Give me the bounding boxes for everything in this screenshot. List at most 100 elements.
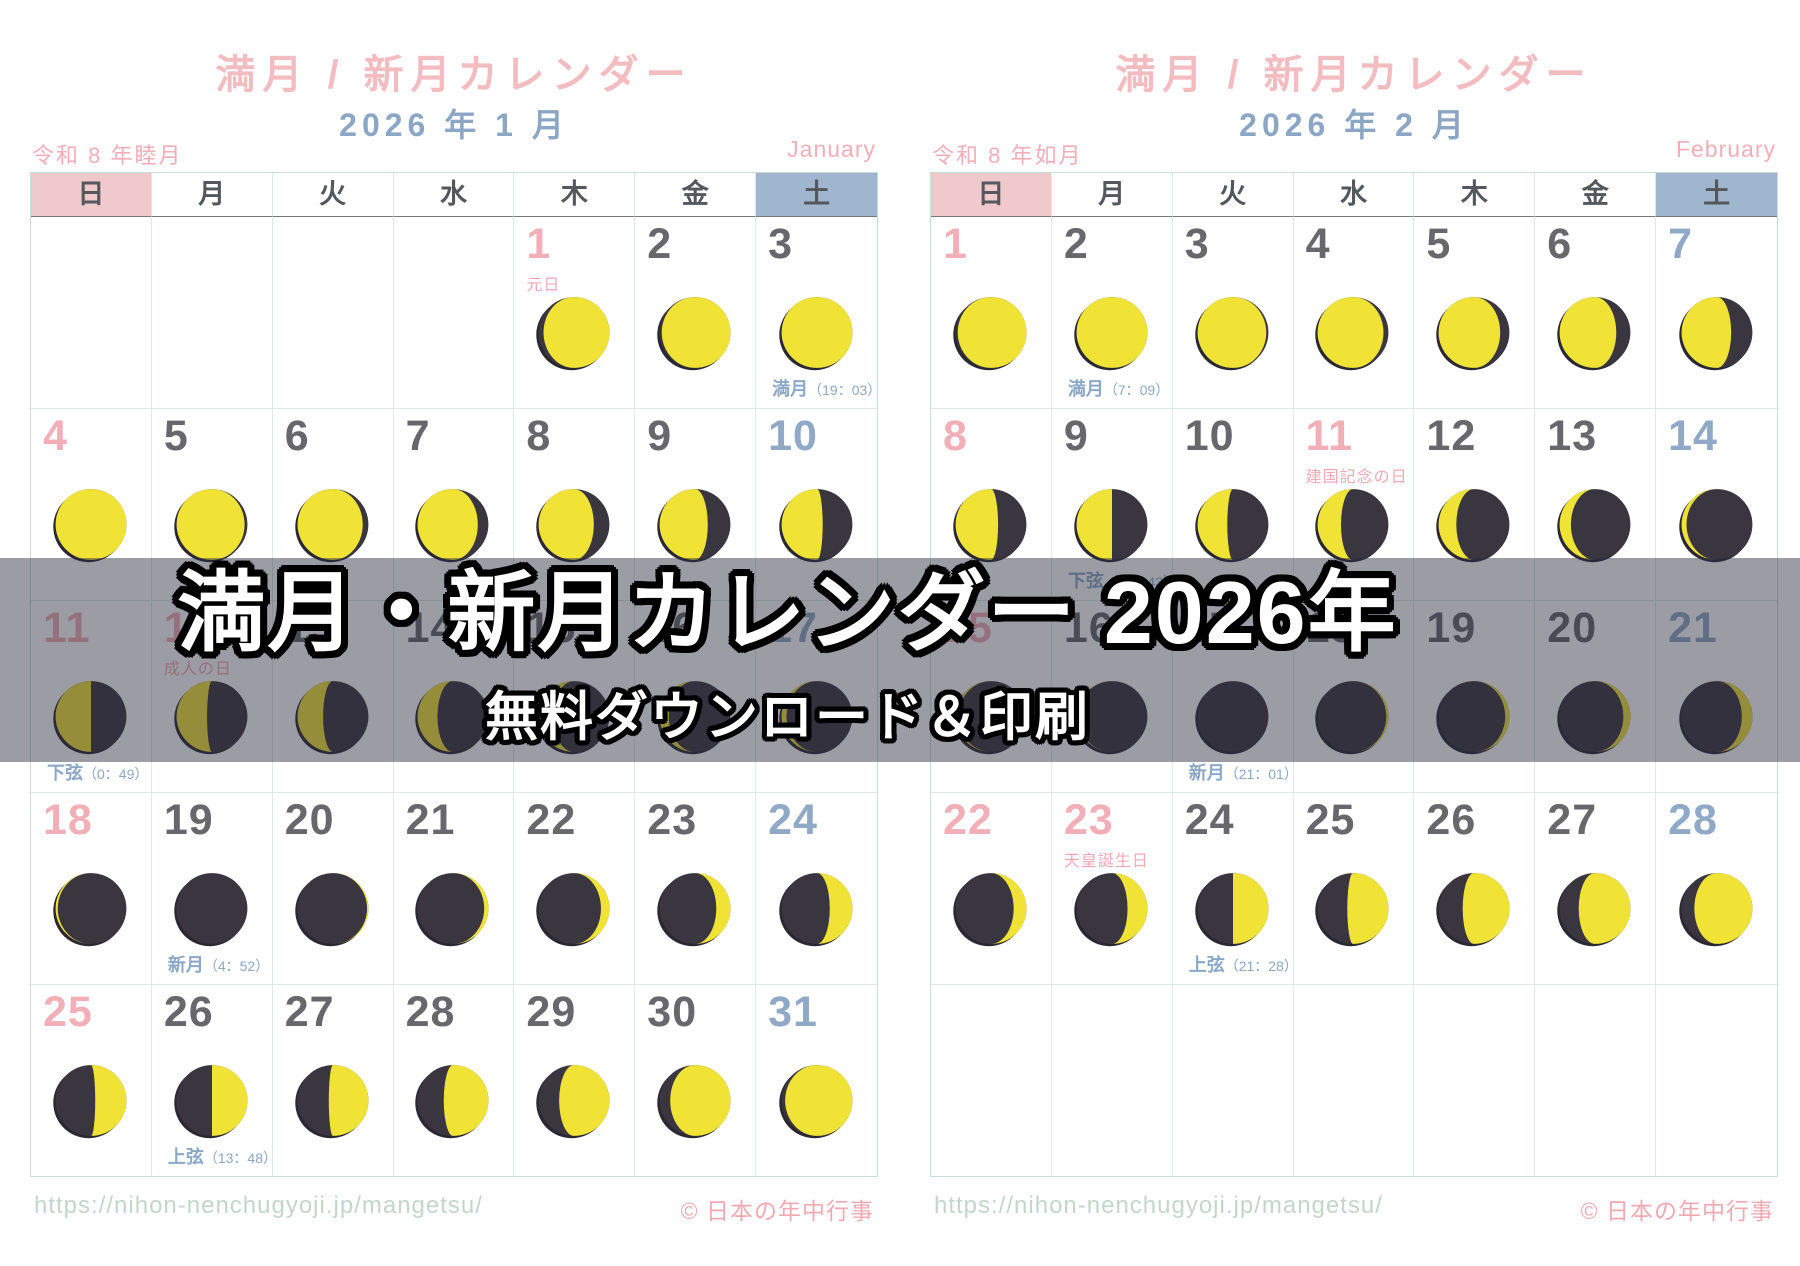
day-number: 24 xyxy=(768,796,818,844)
day-cell-19: 19 新月（4：52） xyxy=(151,793,273,985)
moon-phase-icon xyxy=(1557,297,1631,371)
weekday-header-3: 水 xyxy=(393,173,515,217)
calendar-week-row: 1 元日 2 3 満月（19：03） xyxy=(31,217,881,409)
day-cell-10: 10 xyxy=(1172,409,1294,601)
day-number: 3 xyxy=(1184,220,1210,268)
day-number: 1 xyxy=(943,220,968,268)
day-cell-28: 28 xyxy=(394,985,515,1176)
day-cell-25: 25 xyxy=(31,985,152,1176)
moon-phase-icon xyxy=(1315,873,1389,947)
day-number: 30 xyxy=(647,988,698,1036)
moon-phase-icon xyxy=(174,1065,248,1139)
empty-day-cell xyxy=(1656,985,1777,1176)
empty-day-cell xyxy=(1535,985,1657,1176)
day-cell-17: 17 xyxy=(756,601,877,793)
moon-phase-icon xyxy=(1436,489,1510,563)
day-number: 26 xyxy=(163,988,214,1036)
moon-phase-note: 下弦（0：49） xyxy=(47,763,149,783)
moon-phase-icon xyxy=(294,873,369,947)
day-cell-16: 16 xyxy=(1051,601,1173,793)
calendar-grid: 日月火水木金土 1 元日 2 3 満月（19：03） 4 5 6 7 8 9 10 11 下弦（0：49） 1… xyxy=(30,172,881,1177)
moon-phase-icon xyxy=(174,681,248,755)
moon-phase-icon xyxy=(294,681,369,755)
day-number: 14 xyxy=(405,604,456,652)
moon-phase-icon xyxy=(536,1065,610,1139)
moon-phase-time: （7：09） xyxy=(1103,382,1170,398)
day-cell-27: 27 xyxy=(1535,793,1657,985)
moon-phase-icon xyxy=(294,1065,369,1139)
moon-phase-icon xyxy=(415,873,489,947)
day-number: 16 xyxy=(647,604,698,652)
weekday-header-6: 土 xyxy=(756,173,877,217)
day-cell-24: 24 上弦（21：28） xyxy=(1172,793,1298,985)
day-cell-21: 21 xyxy=(1656,601,1777,793)
day-cell-13: 13 xyxy=(272,601,394,793)
empty-day-cell xyxy=(272,217,394,409)
moon-phase-icon xyxy=(953,681,1027,755)
moon-phase-icon xyxy=(778,1065,852,1139)
calendar-week-row: 4 5 6 7 8 9 10 xyxy=(31,409,877,601)
moon-phase-time: （21：28） xyxy=(1224,958,1298,974)
moon-phase-icon xyxy=(1678,297,1752,371)
day-cell-2: 2 xyxy=(635,217,757,409)
day-number: 28 xyxy=(1668,796,1718,844)
day-number: 8 xyxy=(943,412,968,460)
calendar-week-row: 15 16 17 新月（21：01） 18 19 20 21 xyxy=(931,601,1777,793)
day-cell-20: 20 xyxy=(1535,601,1657,793)
calendar-era-label: 令和 8 年如月 xyxy=(932,143,1083,168)
moon-phase-icon xyxy=(1557,873,1631,947)
day-number: 23 xyxy=(647,796,698,844)
calendar-february: 満月 / 新月カレンダー 2026 年 2 月 令和 8 年如月 Februar… xyxy=(930,0,1778,1266)
moon-phase-icon xyxy=(415,681,489,755)
day-cell-9: 9 xyxy=(635,409,757,601)
day-cell-23: 23 天皇誕生日 xyxy=(1051,793,1173,985)
moon-phase-icon xyxy=(1436,681,1510,755)
day-number: 4 xyxy=(1305,220,1331,268)
day-cell-1: 1 xyxy=(931,217,1052,409)
moon-phase-icon xyxy=(1194,297,1269,371)
promo-overlay-banner: 満月・新月カレンダー 2026年 無料ダウンロード＆印刷 xyxy=(0,558,1800,762)
moon-phase-icon xyxy=(953,489,1027,563)
day-cell-10: 10 xyxy=(756,409,877,601)
calendar-grid: 日月火水木金土 1 2 満月（7：09） 3 4 5 6 7 8 9 下弦（21：43） 10 11 建国記… xyxy=(930,172,1778,1177)
day-cell-11: 11 下弦（0：49） xyxy=(31,601,152,793)
day-number: 15 xyxy=(526,604,577,652)
day-number: 10 xyxy=(1184,412,1235,460)
calendar-year-month: 2026 年 1 月 xyxy=(339,107,569,143)
day-number: 29 xyxy=(526,988,577,1036)
day-number: 4 xyxy=(43,412,68,460)
moon-phase-icon xyxy=(778,297,852,371)
day-number: 17 xyxy=(1184,604,1235,652)
day-cell-2: 2 満月（7：09） xyxy=(1051,217,1173,409)
weekday-header-5: 金 xyxy=(1535,173,1657,217)
day-number: 22 xyxy=(943,796,993,844)
moon-phase-icon xyxy=(1074,873,1148,947)
moon-phase-icon xyxy=(53,681,127,755)
weekday-header-5: 金 xyxy=(635,173,757,217)
day-number: 7 xyxy=(1668,220,1694,268)
day-number: 9 xyxy=(647,412,673,460)
moon-phase-icon xyxy=(953,297,1027,371)
moon-phase-time: （4：52） xyxy=(203,958,270,974)
moon-phase-note: 新月（21：01） xyxy=(1188,763,1298,783)
day-cell-26: 26 上弦（13：48） xyxy=(152,985,277,1176)
day-cell-22: 22 xyxy=(931,793,1052,985)
day-cell-13: 13 xyxy=(1535,409,1657,601)
moon-phase-icon xyxy=(1194,489,1269,563)
empty-day-cell xyxy=(1173,985,1294,1176)
weekday-header-0: 日 xyxy=(931,173,1052,217)
weekday-header-row: 日月火水木金土 xyxy=(31,173,877,217)
calendar-title: 満月 / 新月カレンダー xyxy=(1115,53,1593,97)
moon-phase-icon xyxy=(174,489,248,563)
source-url: https://nihon-nenchugyoji.jp/mangetsu/ xyxy=(34,1192,483,1219)
moon-phase-icon xyxy=(657,297,731,371)
day-number: 24 xyxy=(1184,796,1235,844)
moon-phase-time: （21：43） xyxy=(1103,574,1177,590)
day-cell-25: 25 xyxy=(1293,793,1415,985)
moon-phase-note: 新月（4：52） xyxy=(167,955,270,975)
moon-phase-icon xyxy=(536,297,610,371)
day-number: 12 xyxy=(163,604,214,652)
moon-phase-time: （13：48） xyxy=(203,1150,277,1166)
day-cell-5: 5 xyxy=(151,409,273,601)
day-cell-8: 8 xyxy=(931,409,1052,601)
